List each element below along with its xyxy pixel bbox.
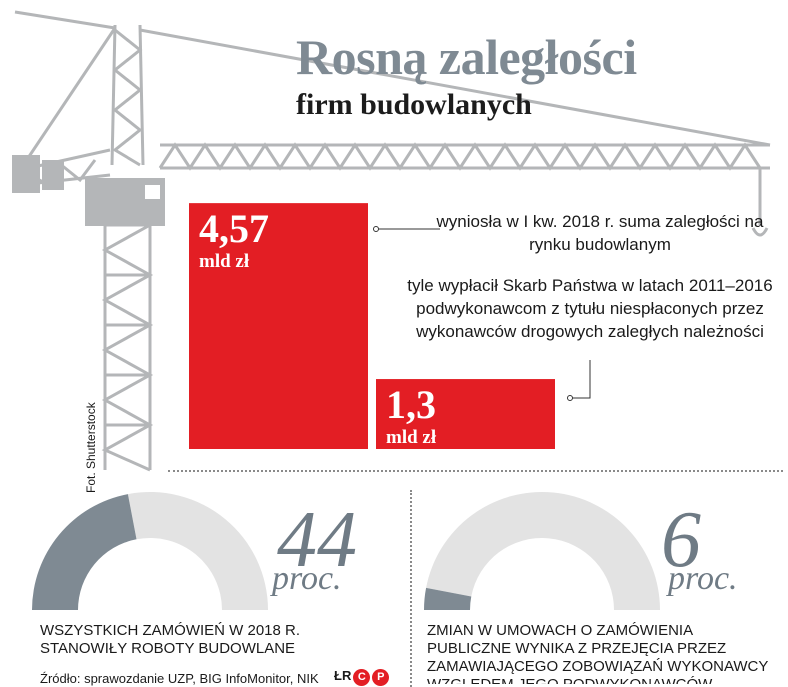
gauge-unit-label: proc. xyxy=(272,560,342,597)
divider xyxy=(168,470,783,472)
gauge-caption: ZMIAN W UMOWACH O ZAMÓWIENIA PUBLICZNE W… xyxy=(427,622,769,684)
gauge-unit-label: proc. xyxy=(668,560,738,597)
bar-description: wyniosła w I kw. 2018 r. suma zaległości… xyxy=(436,212,764,254)
gauge-slice xyxy=(32,494,137,610)
gauge-slice xyxy=(424,587,472,610)
leader-dot xyxy=(567,395,573,401)
publisher-logo: ŁR C P xyxy=(334,668,390,686)
bar xyxy=(189,203,368,449)
bar-value-label: 1,3 xyxy=(386,382,436,428)
copyright-icon: C xyxy=(353,669,371,686)
publisher-mark-icon: P xyxy=(372,669,390,686)
bar-unit-label: mld zł xyxy=(386,427,437,449)
bar xyxy=(376,379,555,449)
bar-description: tyle wypłacił Skarb Państwa w latach 201… xyxy=(407,276,773,341)
bar-unit-label: mld zł xyxy=(199,251,250,273)
bar-value-label: 4,57 xyxy=(199,206,269,252)
divider xyxy=(410,490,412,687)
chart-title: Rosną zaległości xyxy=(296,29,637,85)
chart-subtitle: firm budowlanych xyxy=(296,88,532,121)
source-note: Źródło: sprawozdanie UZP, BIG InfoMonito… xyxy=(40,671,319,686)
logo-text: ŁR xyxy=(334,668,352,683)
gauge-value-label: 6 xyxy=(661,496,701,584)
gauge-remainder xyxy=(127,492,268,610)
gauge-value-label: 44 xyxy=(277,496,357,584)
gauge-caption: WSZYSTKICH ZAMÓWIEŃ W 2018 R. STANOWIŁY … xyxy=(40,622,301,657)
gauge-remainder xyxy=(426,492,660,610)
photo-credit: Fot. Shutterstock xyxy=(84,402,98,493)
leader-line xyxy=(570,360,591,399)
leader-dot xyxy=(373,226,379,232)
